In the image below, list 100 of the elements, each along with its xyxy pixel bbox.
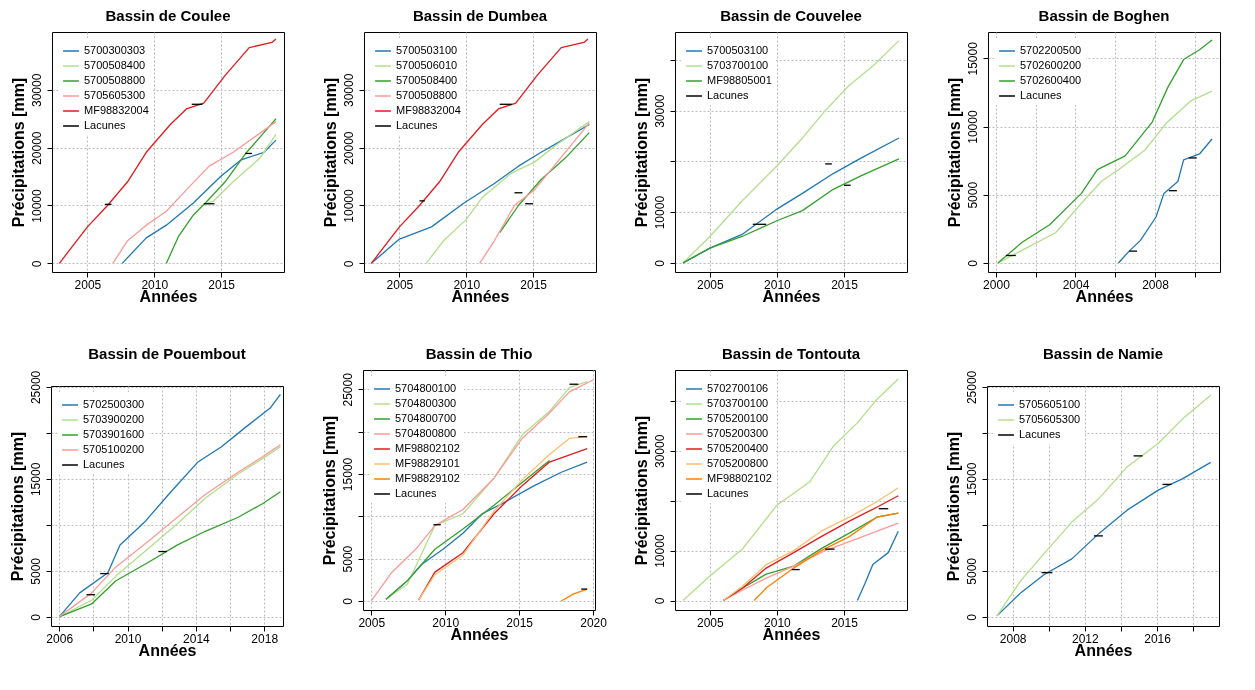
line-series — [479, 122, 590, 264]
line-series — [996, 394, 1212, 617]
legend-label: 5702700106 — [707, 382, 769, 394]
legend-label: 5704800100 — [395, 382, 457, 394]
legend-label: 5700300303 — [84, 44, 146, 56]
legend-label: 5700508800 — [84, 74, 146, 86]
y-tick-label: 10000 — [652, 534, 667, 568]
line-series — [1117, 138, 1213, 264]
y-tick-label: 25000 — [964, 370, 979, 405]
line-series — [58, 38, 277, 264]
y-axis-title: Précipitations [mm] — [945, 77, 963, 228]
y-axis-title: Précipitations [mm] — [320, 415, 338, 566]
y-tick-label: 0 — [964, 613, 979, 621]
y-tick-label: 20000 — [29, 131, 44, 165]
y-tick-label: 0 — [652, 597, 667, 605]
legend-label: Lacunes — [395, 487, 438, 499]
legend-label: 5705200100 — [707, 412, 769, 424]
y-tick-label: 5000 — [28, 557, 43, 585]
legend-label: 5703900200 — [83, 413, 145, 425]
x-tick-label: 2016 — [1144, 631, 1172, 646]
chart-title: Bassin de Pouembout — [88, 345, 246, 363]
y-tick-label: 30000 — [652, 94, 667, 128]
x-tick-label: 2000 — [983, 277, 1011, 292]
chart-title: Bassin de Namie — [1042, 345, 1164, 363]
y-axis-title: Précipitations [mm] — [944, 431, 962, 582]
line-series — [121, 139, 277, 264]
legend-label: Lacunes — [83, 458, 126, 470]
x-tick-label: 2015 — [831, 277, 859, 292]
legend-label: MF98829101 — [395, 457, 460, 469]
y-tick-label: 5000 — [340, 545, 355, 573]
line-series — [58, 393, 282, 618]
x-axis-title: Années — [1075, 287, 1134, 305]
legend-label: Lacunes — [707, 89, 750, 101]
line-series — [997, 90, 1213, 264]
line-series — [58, 491, 282, 618]
legend-label: 5705200300 — [707, 427, 769, 439]
y-tick-label: 10000 — [341, 188, 356, 223]
y-tick-label: 0 — [652, 259, 667, 267]
line-series — [682, 378, 899, 602]
y-tick-label: 15000 — [28, 462, 43, 497]
y-tick-label: 30000 — [652, 434, 667, 469]
line-series — [165, 118, 277, 264]
legend-label: MF98802102 — [395, 442, 460, 454]
y-tick-label: 25000 — [28, 370, 43, 405]
line-series — [997, 39, 1213, 264]
y-tick-label: 5000 — [964, 557, 979, 585]
y-axis-title: Précipitations [mm] — [632, 77, 650, 228]
legend-label: MF98832004 — [84, 104, 149, 116]
legend-label: 5705605300 — [84, 89, 146, 101]
x-tick-label: 2015 — [506, 615, 534, 630]
y-tick-label: 0 — [28, 613, 43, 621]
y-axis-title: Précipitations [mm] — [321, 77, 339, 228]
legend-label: 5704800300 — [395, 397, 457, 409]
legend-label: 5702200500 — [1020, 44, 1082, 56]
y-tick-label: 15000 — [964, 462, 979, 497]
chart-title: Bassin de Tontouta — [721, 345, 861, 362]
x-tick-label: 2008 — [1142, 277, 1170, 292]
y-tick-label: 20000 — [341, 131, 356, 165]
legend-label: 5702500300 — [83, 398, 145, 410]
x-axis-title: Années — [762, 287, 821, 305]
line-series — [682, 39, 900, 264]
legend-label: Lacunes — [396, 119, 439, 131]
y-tick-label: 25000 — [340, 372, 355, 407]
y-tick-label: 0 — [965, 259, 980, 267]
legend-label: 5702600400 — [1020, 74, 1082, 86]
chart-title: Bassin de Couvelee — [720, 7, 862, 24]
y-tick-label: 0 — [29, 260, 44, 268]
x-axis-title: Années — [762, 625, 821, 643]
y-axis-title: Précipitations [mm] — [9, 77, 27, 228]
y-tick-label: 0 — [341, 260, 356, 268]
line-series — [385, 459, 551, 600]
y-tick-label: 15000 — [340, 457, 355, 492]
legend-label: 5704800800 — [395, 427, 457, 439]
x-axis-title: Années — [139, 287, 198, 305]
x-tick-label: 2005 — [697, 277, 725, 292]
y-tick-label: 0 — [340, 597, 355, 605]
legend-label: MF98832004 — [396, 104, 461, 116]
chart-title: Bassin de Coulee — [105, 7, 231, 24]
line-series — [370, 123, 590, 264]
legend-label: 5702600200 — [1020, 59, 1082, 71]
legend-label: Lacunes — [1020, 89, 1063, 101]
x-tick-label: 2005 — [358, 615, 386, 630]
x-axis-title: Années — [1074, 641, 1133, 659]
legend-label: 5704800700 — [395, 412, 457, 424]
y-tick-label: 10000 — [965, 110, 980, 144]
legend-label: 5705605300 — [1019, 413, 1081, 425]
y-tick-label: 10000 — [652, 195, 667, 230]
y-tick-label: 30000 — [341, 73, 356, 108]
chart-title: Bassin de Thio — [425, 345, 533, 362]
x-tick-label: 2018 — [251, 631, 279, 646]
x-axis-title: Années — [450, 625, 509, 643]
legend-label: 5703901600 — [83, 428, 145, 440]
legend-label: 5705605100 — [1019, 398, 1081, 410]
x-tick-label: 2006 — [46, 631, 74, 646]
legend-label: 5703700100 — [707, 59, 769, 71]
legend-label: 5703700100 — [707, 397, 769, 409]
legend-label: 5700506010 — [396, 59, 458, 71]
line-series — [856, 530, 899, 602]
legend-label: 5700503100 — [396, 44, 458, 56]
line-series — [370, 38, 589, 264]
